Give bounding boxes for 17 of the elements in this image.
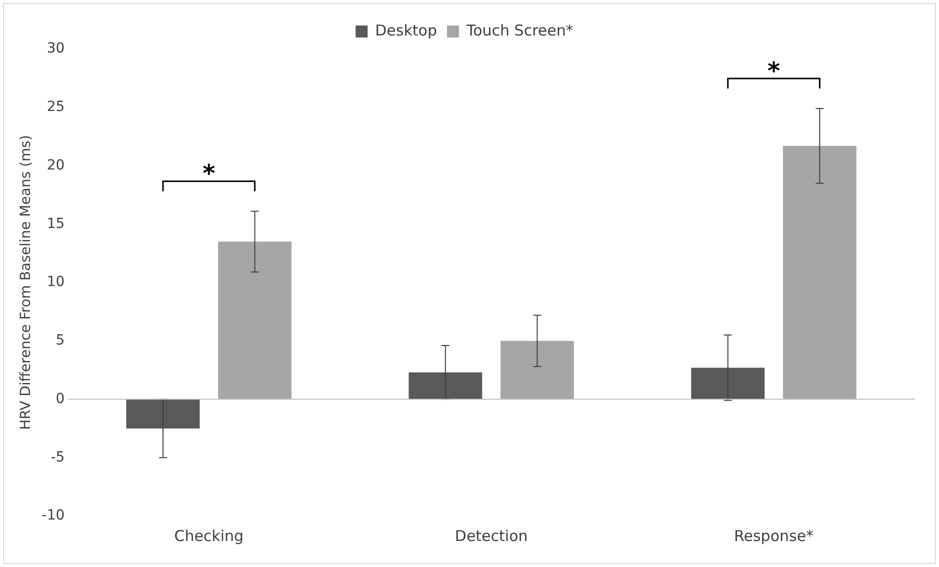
y-tick-label: 20 [46,157,65,174]
y-tick-label: 30 [46,40,65,57]
y-tick-label: -5 [50,449,65,466]
y-tick-label: 15 [46,216,65,232]
y-tick-label: 5 [56,332,65,349]
x-tick-label: Checking [174,526,244,545]
y-axis-title: HRV Difference From Baseline Means (ms) [18,135,34,430]
y-tick-label: 0 [56,390,65,407]
y-tick-label: 10 [46,274,65,290]
y-tick-label: 25 [46,99,65,116]
legend-label: Desktop [375,21,437,40]
annotation: * [202,160,216,188]
x-tick-label: Detection [454,526,528,545]
legend-label: Touch Screen* [465,21,574,40]
annotation: * [767,56,780,85]
y-tick-label: -10 [42,508,65,524]
x-tick-label: Response* [734,526,814,545]
